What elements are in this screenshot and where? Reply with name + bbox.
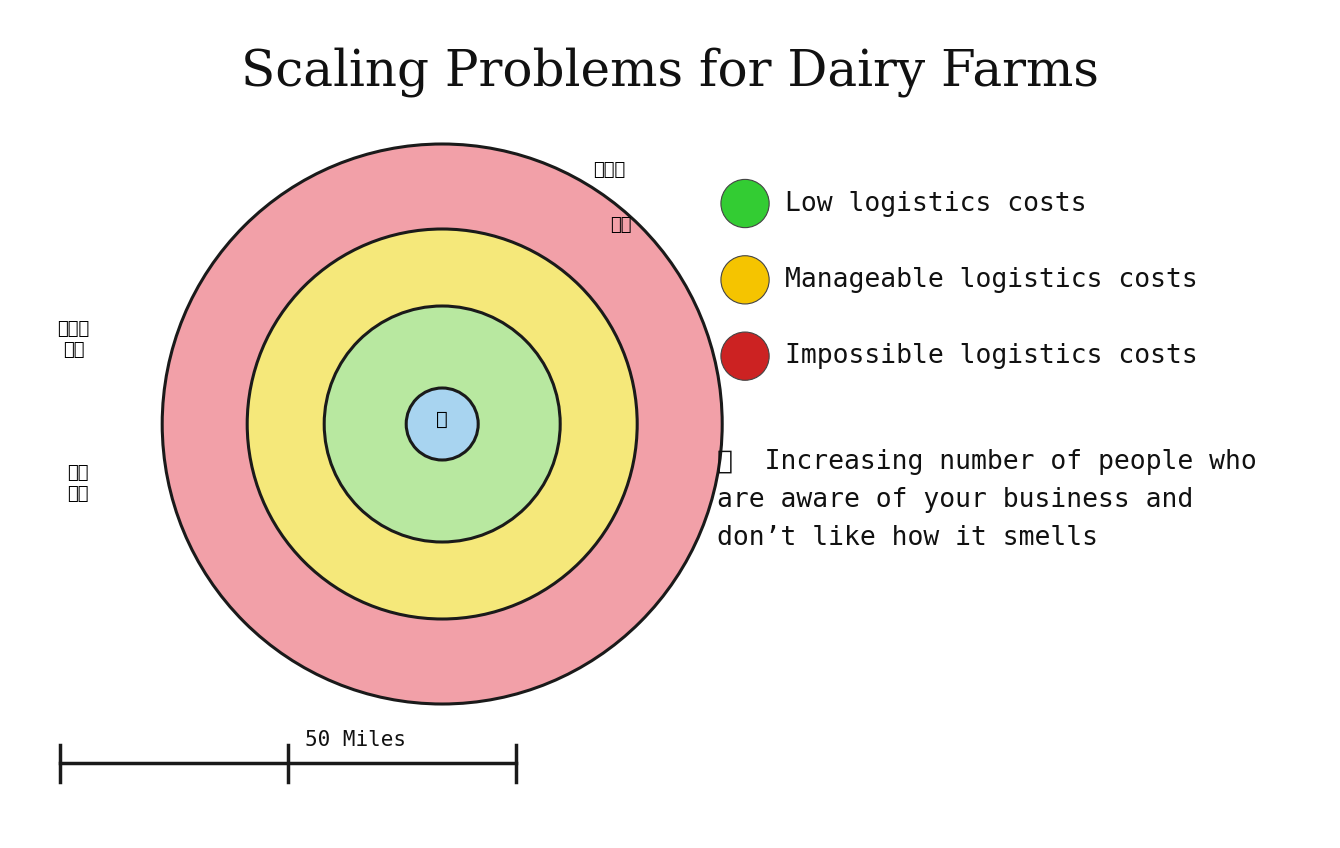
Text: Impossible logistics costs: Impossible logistics costs — [785, 343, 1198, 369]
Ellipse shape — [162, 144, 722, 704]
Text: 🏠🌳🌳
🏠🌳: 🏠🌳🌳 🏠🌳 — [58, 320, 90, 359]
Ellipse shape — [406, 388, 478, 460]
Text: 🏠🌳
🏠🌳: 🏠🌳 🏠🌳 — [67, 464, 88, 503]
Ellipse shape — [721, 256, 769, 304]
Text: 📈  Increasing number of people who
are aware of your business and
don’t like how: 📈 Increasing number of people who are aw… — [717, 449, 1257, 551]
Text: 50 Miles: 50 Miles — [304, 730, 406, 750]
Text: 🏠🌳: 🏠🌳 — [610, 215, 631, 234]
Ellipse shape — [721, 332, 769, 380]
Text: Low logistics costs: Low logistics costs — [785, 191, 1087, 216]
Text: 🏠🌳🏠: 🏠🌳🏠 — [594, 160, 626, 179]
Ellipse shape — [324, 306, 560, 542]
Text: 🐄: 🐄 — [437, 410, 448, 429]
Text: Manageable logistics costs: Manageable logistics costs — [785, 267, 1198, 293]
Ellipse shape — [247, 229, 638, 619]
Ellipse shape — [721, 180, 769, 227]
Text: Scaling Problems for Dairy Farms: Scaling Problems for Dairy Farms — [241, 47, 1099, 97]
